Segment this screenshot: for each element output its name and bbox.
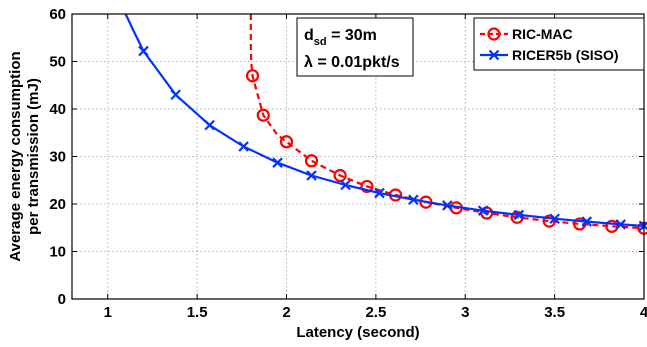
parameter-annotation-box: dsd = 30m λ = 0.01pkt/s (296, 17, 414, 77)
y-tick-label: 10 (49, 244, 66, 261)
circle-marker (333, 168, 347, 183)
x-marker (513, 209, 525, 221)
y-tick-label: 20 (49, 196, 66, 213)
circle-marker (245, 69, 260, 83)
legend-marker (488, 49, 500, 61)
x-tick-label: 2.5 (365, 304, 386, 321)
legend-label: RICER5b (SISO) (512, 47, 619, 63)
x-marker (306, 170, 317, 181)
y-tick-label: 30 (49, 149, 66, 166)
x-marker (549, 213, 560, 225)
x-marker (408, 194, 419, 206)
legend-marker (487, 27, 501, 41)
x-marker (581, 216, 593, 227)
distance-annotation: dsd = 30m (304, 27, 377, 48)
y-axis-label-line2: per transmission (mJ) (25, 78, 42, 235)
x-marker (272, 157, 283, 168)
circle-marker (542, 214, 556, 228)
x-marker (204, 119, 215, 131)
series-line (124, 13, 645, 227)
rate-annotation: λ = 0.01pkt/s (304, 54, 400, 71)
y-tick-label: 40 (49, 101, 66, 118)
y-tick-label: 0 (58, 291, 66, 308)
series-line (249, 14, 645, 230)
x-marker (170, 89, 181, 101)
x-tick-label: 1 (104, 304, 112, 321)
x-marker (442, 200, 453, 211)
circle-marker (360, 179, 374, 194)
x-marker (238, 141, 249, 152)
x-marker (477, 205, 489, 216)
y-axis-label-line1: Average energy consumption (7, 51, 24, 261)
y-tick-label: 50 (49, 54, 66, 71)
circle-marker (256, 108, 270, 122)
legend: RIC-MAC RICER5b (SISO) (473, 17, 645, 71)
circle-marker (279, 135, 294, 149)
circle-marker (304, 154, 319, 168)
x-tick-label: 3.5 (544, 304, 565, 321)
x-marker (615, 219, 627, 230)
x-marker (138, 45, 149, 57)
x-axis-label: Latency (second) (296, 324, 419, 341)
x-tick-label: 3 (461, 304, 469, 321)
x-tick-label: 4 (640, 304, 647, 321)
x-marker (374, 187, 385, 199)
plot-series (124, 13, 647, 235)
x-marker (340, 179, 351, 191)
legend-label: RIC-MAC (512, 26, 573, 42)
series-ricer5b (124, 13, 647, 232)
x-tick-label: 1.5 (187, 304, 208, 321)
y-tick-label: 60 (49, 6, 66, 23)
x-tick-label: 2 (282, 304, 290, 321)
